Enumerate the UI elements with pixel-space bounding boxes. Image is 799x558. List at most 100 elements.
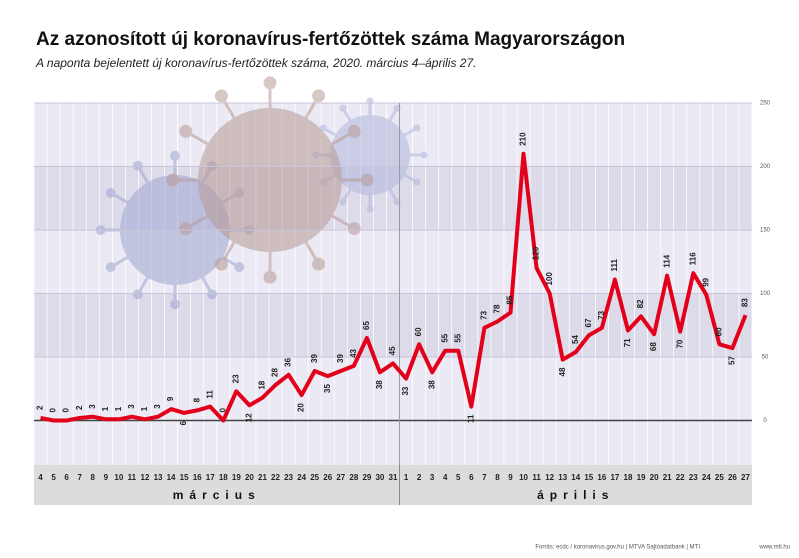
virus-knob: [393, 198, 401, 206]
data-label: 3: [88, 404, 97, 409]
chart-subtitle: A naponta bejelentett új koronavírus-fer…: [35, 56, 476, 70]
data-label: 9: [166, 396, 175, 401]
x-tick-label: 25: [310, 473, 319, 482]
x-tick-label: 18: [624, 473, 633, 482]
data-label: 210: [519, 132, 528, 146]
data-label: 35: [323, 384, 332, 393]
data-label: 3: [127, 404, 136, 409]
x-tick-label: 11: [128, 473, 137, 482]
x-tick-label: 19: [232, 473, 241, 482]
data-label: 11: [466, 414, 475, 423]
x-tick-label: 19: [637, 473, 646, 482]
virus-knob: [132, 160, 143, 171]
virus-knob: [263, 76, 277, 90]
data-label: 0: [49, 408, 58, 413]
x-tick-label: 14: [571, 473, 580, 482]
x-tick-label: 7: [77, 473, 82, 482]
source: Forrás: ecdc / koronavirus.gov.hu | MTVA…: [535, 545, 700, 551]
virus-knob: [413, 178, 421, 186]
x-tick-label: 22: [271, 473, 280, 482]
virus-knob: [393, 104, 401, 112]
data-label: 82: [636, 299, 645, 308]
data-label: 70: [675, 339, 684, 348]
x-tick-label: 2: [417, 473, 422, 482]
virus-knob: [179, 222, 193, 236]
x-tick-label: 8: [495, 473, 500, 482]
x-tick-label: 24: [702, 473, 711, 482]
data-label: 2: [75, 405, 84, 410]
data-label: 73: [479, 310, 488, 319]
data-label: 65: [362, 321, 371, 330]
data-label: 57: [728, 356, 737, 365]
virus-knob: [366, 205, 374, 213]
data-label: 6: [179, 420, 188, 425]
data-label: 2: [36, 405, 45, 410]
x-tick-label: 20: [245, 473, 254, 482]
data-label: 36: [284, 357, 293, 366]
data-label: 48: [558, 367, 567, 376]
x-tick-label: 10: [519, 473, 528, 482]
virus-knob: [347, 124, 361, 138]
x-tick-label: 13: [154, 473, 163, 482]
virus-decoration: [166, 76, 374, 284]
x-tick-label: 24: [297, 473, 306, 482]
virus-knob: [347, 222, 361, 236]
x-tick-label: 29: [362, 473, 371, 482]
virus-body: [198, 108, 342, 252]
x-tick-label: 9: [508, 473, 513, 482]
data-label: 23: [231, 374, 240, 383]
x-tick-label: 17: [206, 473, 215, 482]
data-label: 3: [153, 404, 162, 409]
y-tick-label: 150: [760, 228, 771, 234]
x-tick-label: 6: [64, 473, 69, 482]
virus-knob: [179, 124, 193, 138]
x-tick-label: 11: [532, 473, 541, 482]
data-label: 54: [571, 335, 580, 344]
x-tick-label: 4: [443, 473, 448, 482]
virus-knob: [166, 173, 180, 187]
y-tick-label: 200: [760, 164, 771, 170]
x-axis-band: [34, 465, 752, 505]
data-label: 45: [388, 346, 397, 355]
data-label: 39: [336, 354, 345, 363]
y-tick-label: 50: [762, 355, 769, 361]
x-tick-label: 9: [104, 473, 109, 482]
x-tick-label: 25: [715, 473, 724, 482]
data-label: 8: [192, 397, 201, 402]
x-tick-label: 23: [689, 473, 698, 482]
virus-knob: [339, 104, 347, 112]
site: www.mti.hu: [758, 545, 790, 551]
x-tick-label: 16: [597, 473, 606, 482]
data-label: 28: [271, 368, 280, 377]
data-label: 33: [401, 386, 410, 395]
x-tick-label: 4: [38, 473, 43, 482]
virus-knob: [214, 89, 228, 103]
data-label: 0: [62, 408, 71, 413]
chart-title: Az azonosított új koronavírus-fertőzötte…: [36, 29, 625, 50]
data-label: 11: [205, 390, 214, 399]
data-label: 67: [584, 318, 593, 327]
x-tick-label: 5: [456, 473, 461, 482]
virus-knob: [360, 173, 374, 187]
data-label: 73: [597, 310, 606, 319]
month-label: április: [537, 488, 614, 502]
x-tick-label: 8: [91, 473, 96, 482]
x-tick-label: 3: [430, 473, 435, 482]
x-tick-label: 20: [650, 473, 659, 482]
data-label: 116: [688, 252, 697, 265]
x-tick-label: 15: [584, 473, 593, 482]
x-tick-label: 21: [663, 473, 672, 482]
x-tick-label: 31: [389, 473, 398, 482]
x-tick-label: 18: [219, 473, 228, 482]
x-tick-label: 1: [404, 473, 409, 482]
x-tick-label: 26: [323, 473, 332, 482]
data-label: 71: [623, 338, 632, 347]
data-label: 60: [714, 327, 723, 336]
data-label: 18: [258, 380, 267, 389]
data-label: 114: [662, 254, 671, 267]
y-tick-label: 0: [763, 418, 767, 424]
data-label: 55: [453, 333, 462, 342]
virus-knob: [105, 187, 116, 198]
data-label: 1: [140, 406, 149, 411]
x-tick-label: 6: [469, 473, 474, 482]
